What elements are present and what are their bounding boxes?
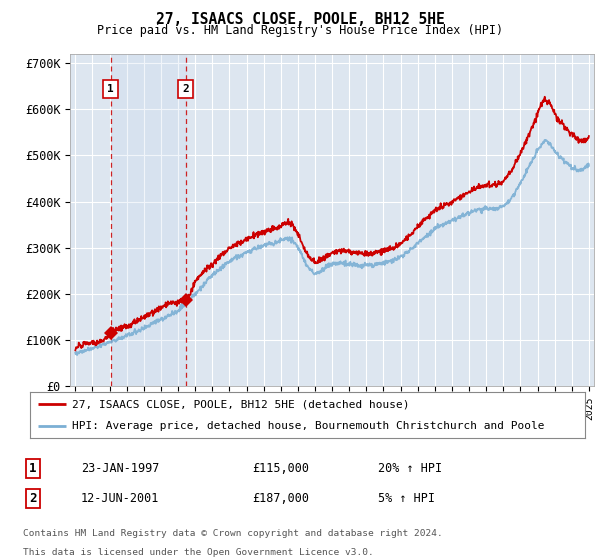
Text: This data is licensed under the Open Government Licence v3.0.: This data is licensed under the Open Gov… (23, 548, 374, 557)
Text: Price paid vs. HM Land Registry's House Price Index (HPI): Price paid vs. HM Land Registry's House … (97, 24, 503, 36)
Text: £187,000: £187,000 (252, 492, 309, 505)
Text: 5% ↑ HPI: 5% ↑ HPI (378, 492, 435, 505)
Text: 27, ISAACS CLOSE, POOLE, BH12 5HE: 27, ISAACS CLOSE, POOLE, BH12 5HE (155, 12, 445, 27)
Text: Contains HM Land Registry data © Crown copyright and database right 2024.: Contains HM Land Registry data © Crown c… (23, 529, 443, 538)
Text: 20% ↑ HPI: 20% ↑ HPI (378, 462, 442, 475)
Text: 1: 1 (29, 462, 37, 475)
Text: 1: 1 (107, 83, 114, 94)
Text: HPI: Average price, detached house, Bournemouth Christchurch and Poole: HPI: Average price, detached house, Bour… (71, 421, 544, 431)
Text: 12-JUN-2001: 12-JUN-2001 (81, 492, 160, 505)
Text: 2: 2 (29, 492, 37, 505)
Text: £115,000: £115,000 (252, 462, 309, 475)
Text: 2: 2 (182, 83, 189, 94)
Bar (110, 54, 185, 386)
Text: 27, ISAACS CLOSE, POOLE, BH12 5HE (detached house): 27, ISAACS CLOSE, POOLE, BH12 5HE (detac… (71, 399, 409, 409)
Text: 23-JAN-1997: 23-JAN-1997 (81, 462, 160, 475)
